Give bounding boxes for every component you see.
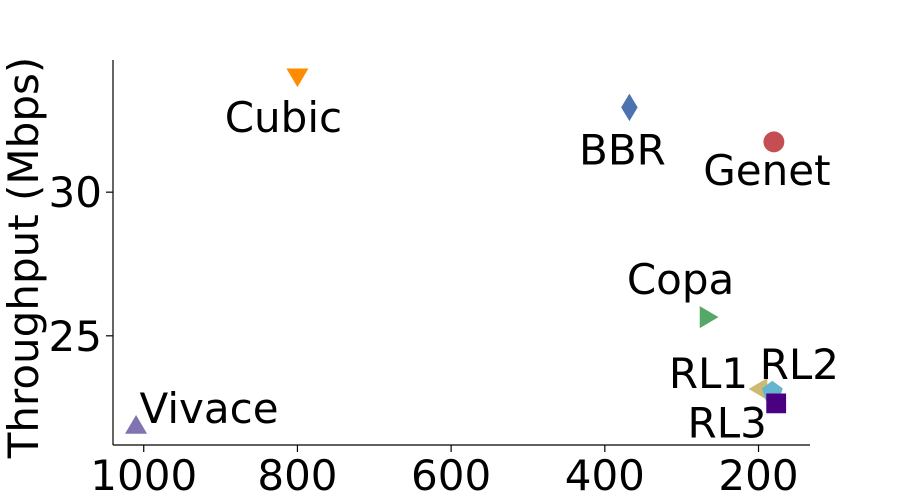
x-tick-label: 800 bbox=[257, 451, 337, 500]
y-tick-label: 25 bbox=[49, 312, 102, 361]
label-vivace: Vivace bbox=[140, 384, 279, 433]
label-copa: Copa bbox=[627, 255, 734, 304]
label-rl2: RL2 bbox=[760, 340, 839, 389]
marker-rl3 bbox=[766, 393, 787, 414]
axes: 1000 800 600 400 200 25 30 bbox=[49, 60, 810, 500]
label-cubic: Cubic bbox=[225, 93, 342, 142]
label-genet: Genet bbox=[703, 146, 830, 195]
marker-rl1 bbox=[748, 377, 768, 400]
x-tick-label: 1000 bbox=[90, 451, 197, 500]
x-tick-label: 600 bbox=[411, 451, 491, 500]
label-rl1: RL1 bbox=[669, 349, 748, 398]
data-points bbox=[125, 68, 787, 434]
y-axis-title: Throughput (Mbps) bbox=[0, 57, 48, 460]
x-tick-label: 400 bbox=[565, 451, 645, 500]
label-rl3: RL3 bbox=[688, 398, 767, 447]
marker-vivace bbox=[125, 414, 148, 434]
marker-genet bbox=[763, 131, 785, 153]
label-bbr: BBR bbox=[579, 125, 666, 174]
marker-bbr bbox=[621, 93, 638, 122]
x-tick-label: 200 bbox=[718, 451, 798, 500]
y-tick-label: 30 bbox=[49, 168, 102, 217]
marker-cubic bbox=[286, 68, 309, 88]
marker-copa bbox=[699, 306, 719, 329]
point-labels: Cubic BBR Genet Copa Vivace RL1 RL2 RL3 bbox=[140, 93, 839, 447]
